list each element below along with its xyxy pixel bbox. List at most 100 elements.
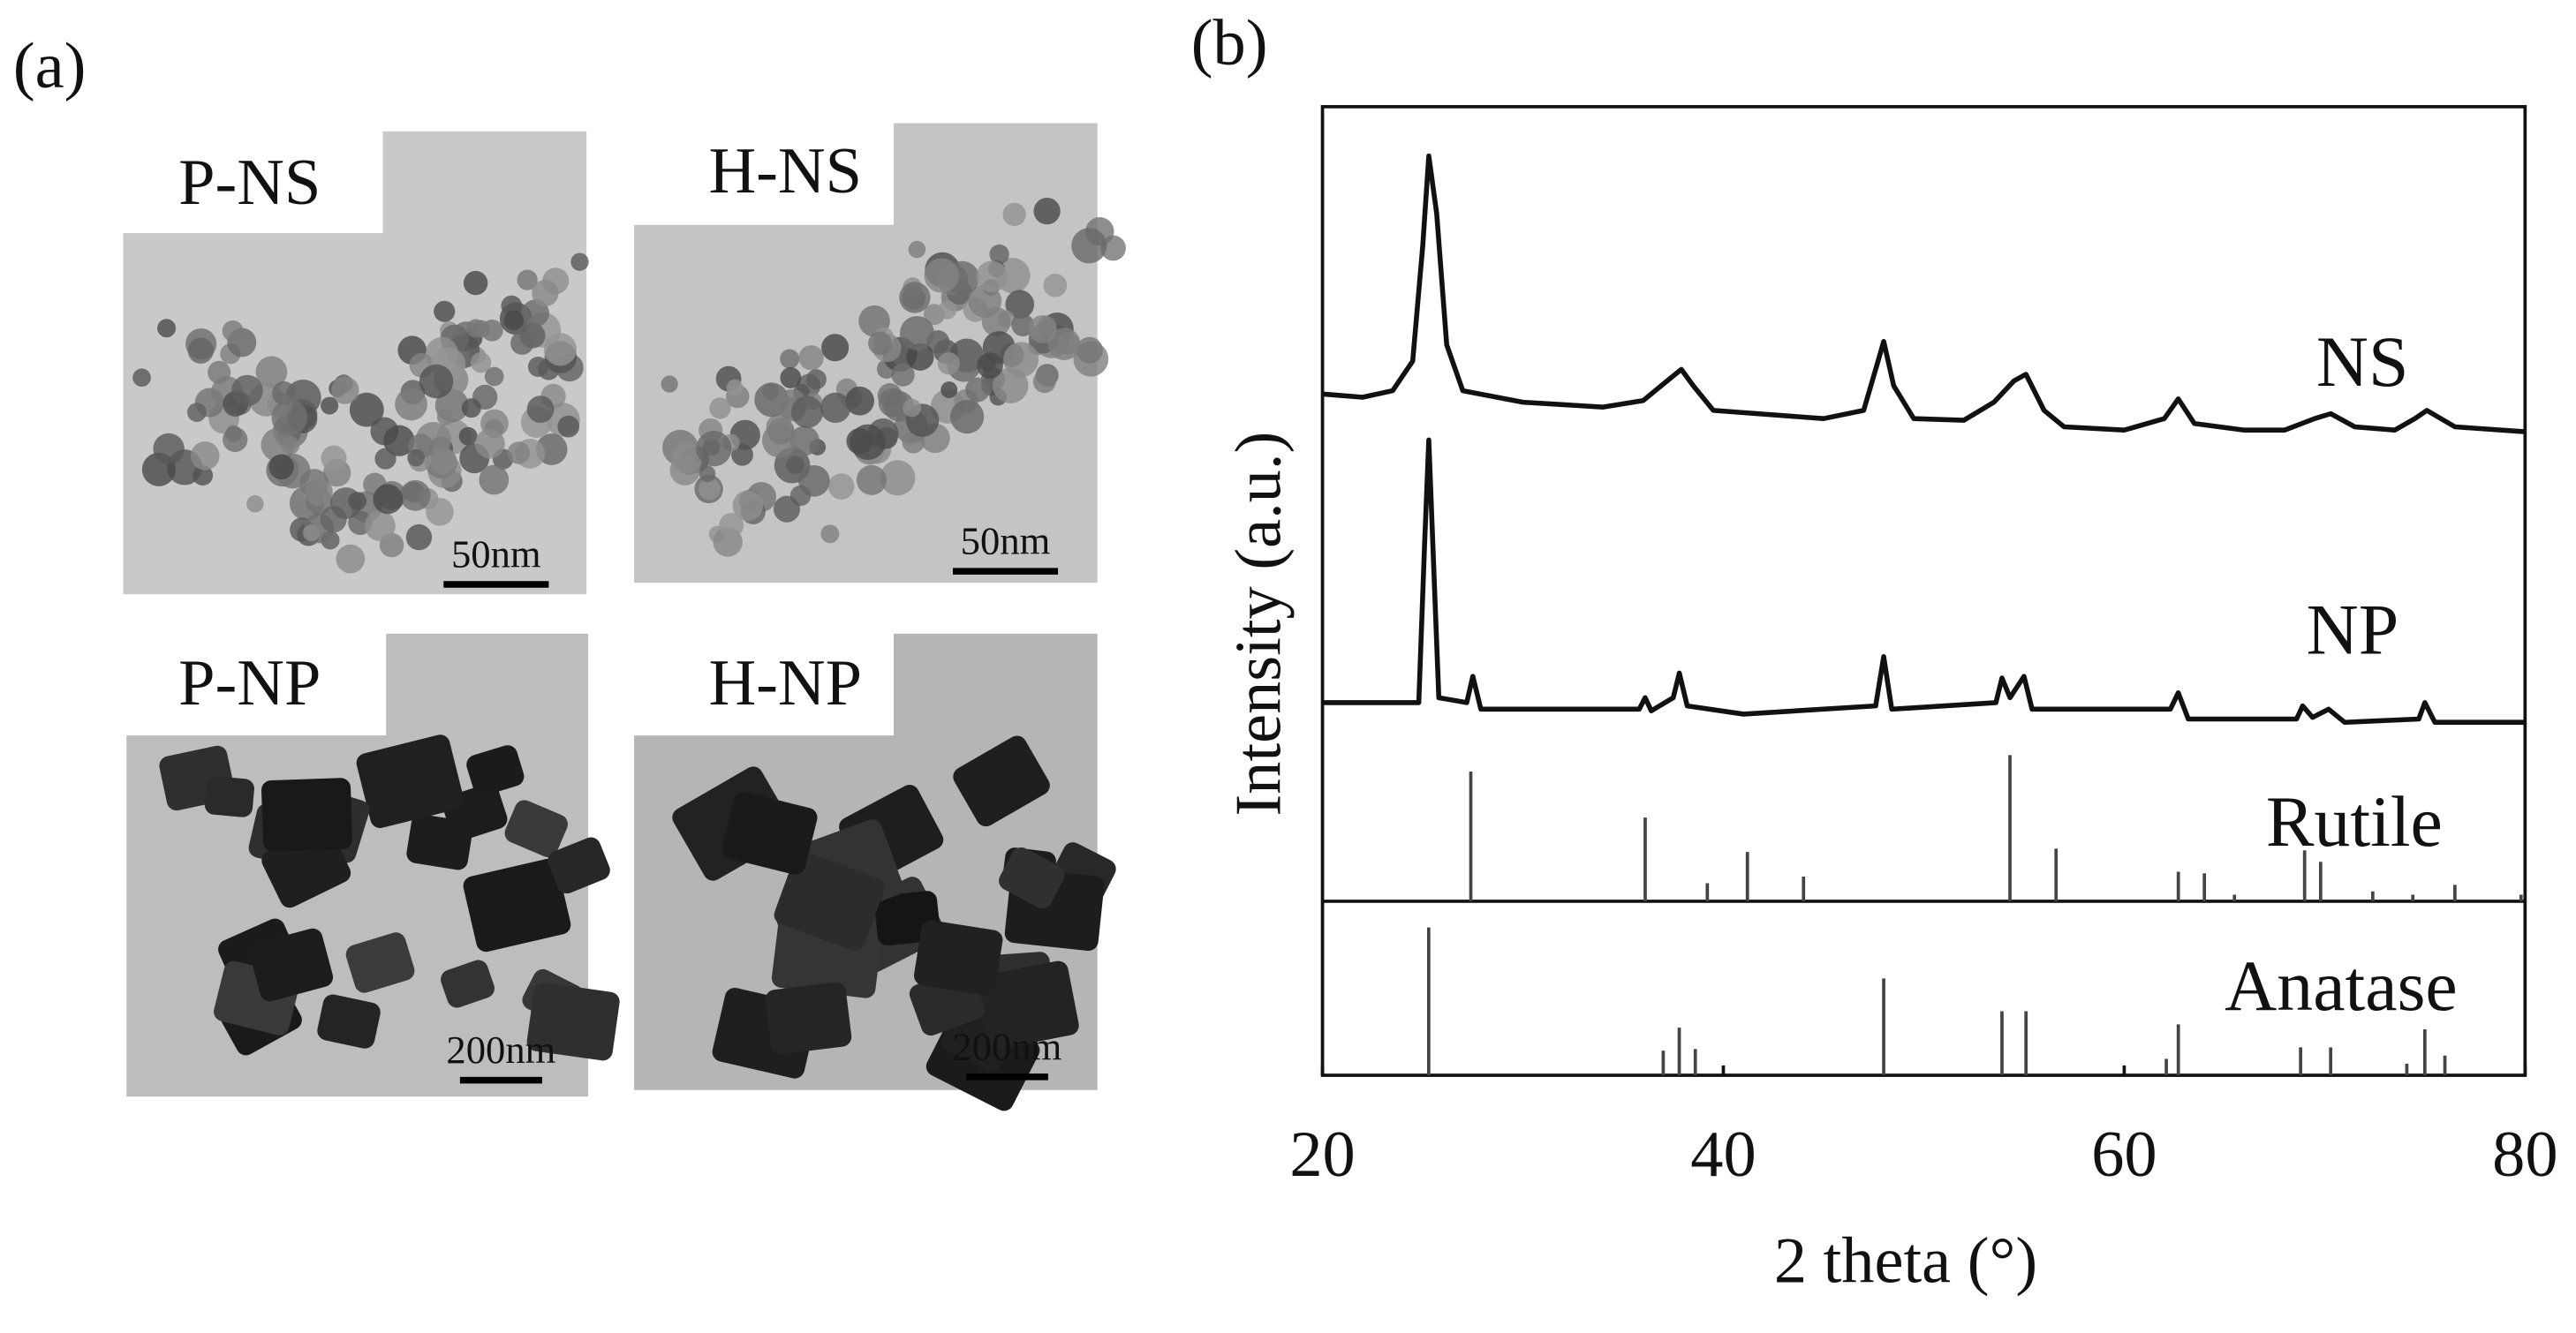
particle	[1011, 313, 1035, 337]
particle	[856, 464, 888, 495]
particle	[399, 479, 431, 511]
particle	[407, 448, 426, 467]
particle	[721, 791, 818, 875]
particle	[696, 431, 732, 467]
particle	[570, 252, 589, 271]
scale-bar-label: 50nm	[961, 519, 1051, 563]
particle	[348, 492, 367, 510]
particle	[187, 337, 214, 364]
particle	[395, 388, 427, 421]
particle	[732, 490, 763, 521]
particle	[709, 397, 731, 419]
xrd-pattern	[1322, 153, 2526, 434]
xrd-pattern	[1322, 437, 2526, 726]
particle	[908, 240, 926, 259]
particle	[924, 258, 959, 293]
particle	[1071, 228, 1107, 264]
particle	[419, 364, 454, 399]
particle	[434, 300, 456, 322]
particle	[503, 310, 525, 331]
particle	[225, 425, 243, 442]
particle	[472, 320, 490, 338]
tem-images: P-NS 50nm H-NS 50nm P-NP 200nm H-NP 200nm	[119, 119, 1126, 1111]
particle	[719, 513, 744, 538]
particle	[821, 334, 850, 362]
particle	[157, 319, 177, 338]
particle	[880, 460, 916, 496]
panel-label: (b)	[1191, 7, 1268, 79]
particle	[463, 858, 571, 953]
particle	[868, 331, 892, 356]
particle	[798, 345, 824, 371]
particle	[271, 399, 308, 436]
particle	[463, 270, 488, 296]
particle	[1047, 328, 1081, 361]
particle	[305, 478, 333, 507]
particle	[820, 392, 851, 424]
particle	[466, 745, 525, 796]
particle	[938, 300, 957, 320]
particle	[527, 357, 548, 378]
particle	[441, 960, 495, 1008]
particle	[474, 428, 505, 459]
x-tick-label: 80	[2492, 1118, 2557, 1191]
particle	[968, 284, 1002, 318]
particle	[805, 369, 827, 390]
particle	[671, 442, 703, 474]
particle	[349, 392, 384, 427]
particle	[470, 351, 492, 373]
image-label: P-NS	[178, 147, 321, 219]
x-tick-label: 40	[1690, 1118, 1756, 1191]
particle	[331, 376, 359, 404]
particle	[510, 331, 534, 355]
particle	[989, 244, 1009, 265]
series-label: NS	[2316, 321, 2409, 402]
particle	[975, 960, 1079, 1050]
particle	[373, 484, 404, 515]
particle	[204, 776, 254, 817]
particle	[914, 920, 1003, 996]
particle	[543, 333, 578, 366]
scale-bar-label: 200nm	[446, 1028, 555, 1072]
particle	[789, 426, 820, 456]
particle	[458, 426, 478, 446]
particle	[356, 734, 465, 828]
particle	[255, 356, 288, 388]
particle	[153, 433, 185, 465]
particle	[780, 349, 800, 369]
particle	[507, 441, 531, 464]
particle	[383, 425, 415, 456]
particle	[953, 735, 1050, 827]
panel-label: (a)	[13, 30, 87, 102]
particle	[780, 367, 802, 388]
particle	[405, 523, 433, 551]
particle	[731, 443, 753, 466]
particle	[484, 366, 504, 387]
particle	[461, 398, 481, 418]
particle	[190, 441, 220, 471]
x-tick-label: 60	[2091, 1118, 2157, 1191]
particle	[548, 837, 610, 894]
particle	[1033, 198, 1061, 225]
particle	[526, 395, 555, 424]
particle	[479, 464, 510, 495]
particle	[317, 994, 381, 1049]
scale-bar-label: 200nm	[952, 1024, 1061, 1068]
particle	[726, 379, 744, 396]
particle	[999, 847, 1065, 908]
particle	[661, 375, 678, 393]
particle	[762, 423, 797, 458]
particle	[820, 524, 840, 544]
particle	[699, 465, 716, 483]
series-label: Anatase	[2225, 945, 2458, 1026]
particle	[222, 320, 244, 342]
particle	[246, 495, 264, 513]
particle	[906, 343, 934, 371]
particle	[798, 464, 830, 497]
particle	[899, 282, 931, 313]
particle	[336, 544, 366, 574]
particle	[699, 478, 721, 501]
particle	[1002, 202, 1026, 227]
